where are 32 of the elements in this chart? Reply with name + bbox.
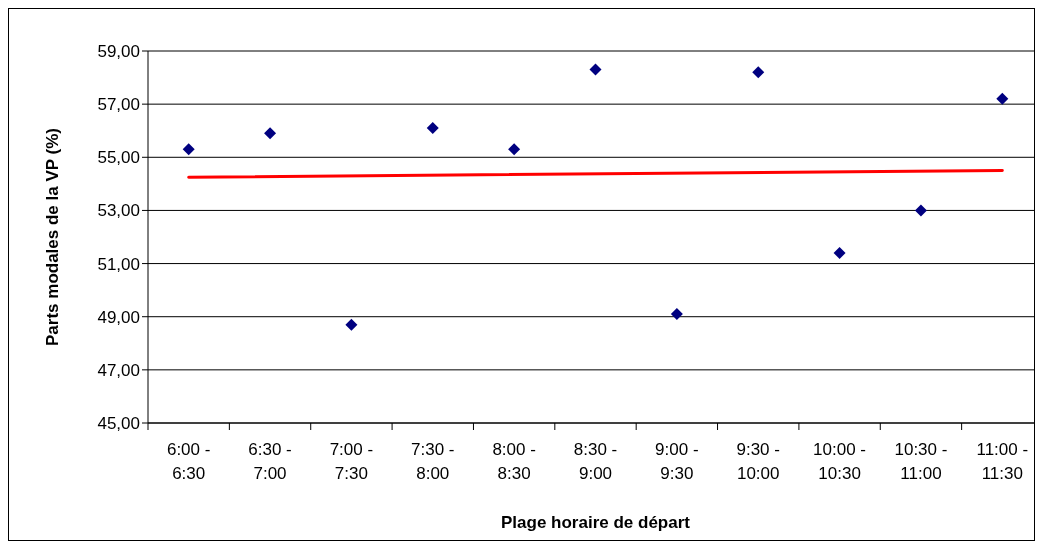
point [752, 66, 765, 79]
point [182, 143, 195, 156]
point [426, 122, 439, 135]
point [589, 63, 602, 76]
y-tick-label: 49,00 [97, 307, 140, 327]
x-tick-label: 7:00 - 7:30 [329, 440, 374, 483]
x-tick-label: 6:30 - 7:00 [248, 440, 292, 483]
point [996, 92, 1009, 105]
x-tick-label: 8:00 - 8:30 [492, 440, 536, 483]
x-tick-label: 8:30 - 9:00 [573, 440, 618, 483]
x-tick-label: 9:00 - 9:30 [655, 440, 699, 483]
y-axis-title: Parts modales de la VP (%) [43, 128, 62, 346]
y-tick-label: 57,00 [97, 95, 140, 115]
x-tick-label: 10:30 - 11:00 [894, 440, 948, 483]
x-tick-label: 10:00 - 10:30 [813, 440, 867, 483]
y-tick-label: 51,00 [97, 254, 140, 274]
point [833, 246, 846, 259]
point [345, 318, 358, 331]
y-tick-label: 47,00 [97, 360, 140, 380]
x-tick-label: 7:30 - 8:00 [411, 440, 455, 483]
x-tick-label: 11:00 - 11:30 [976, 440, 1029, 483]
y-tick-label: 59,00 [97, 41, 140, 61]
y-tick-label: 55,00 [97, 148, 140, 168]
x-tick-label: 9:30 - 10:00 [736, 440, 780, 483]
x-axis-title: Plage horaire de départ [501, 513, 691, 532]
point [264, 127, 277, 140]
point [508, 143, 521, 156]
y-tick-label: 45,00 [97, 413, 140, 433]
x-tick-label: 6:00 - 6:30 [166, 440, 211, 483]
point [914, 204, 927, 217]
y-tick-label: 53,00 [97, 201, 140, 221]
point [670, 308, 683, 321]
